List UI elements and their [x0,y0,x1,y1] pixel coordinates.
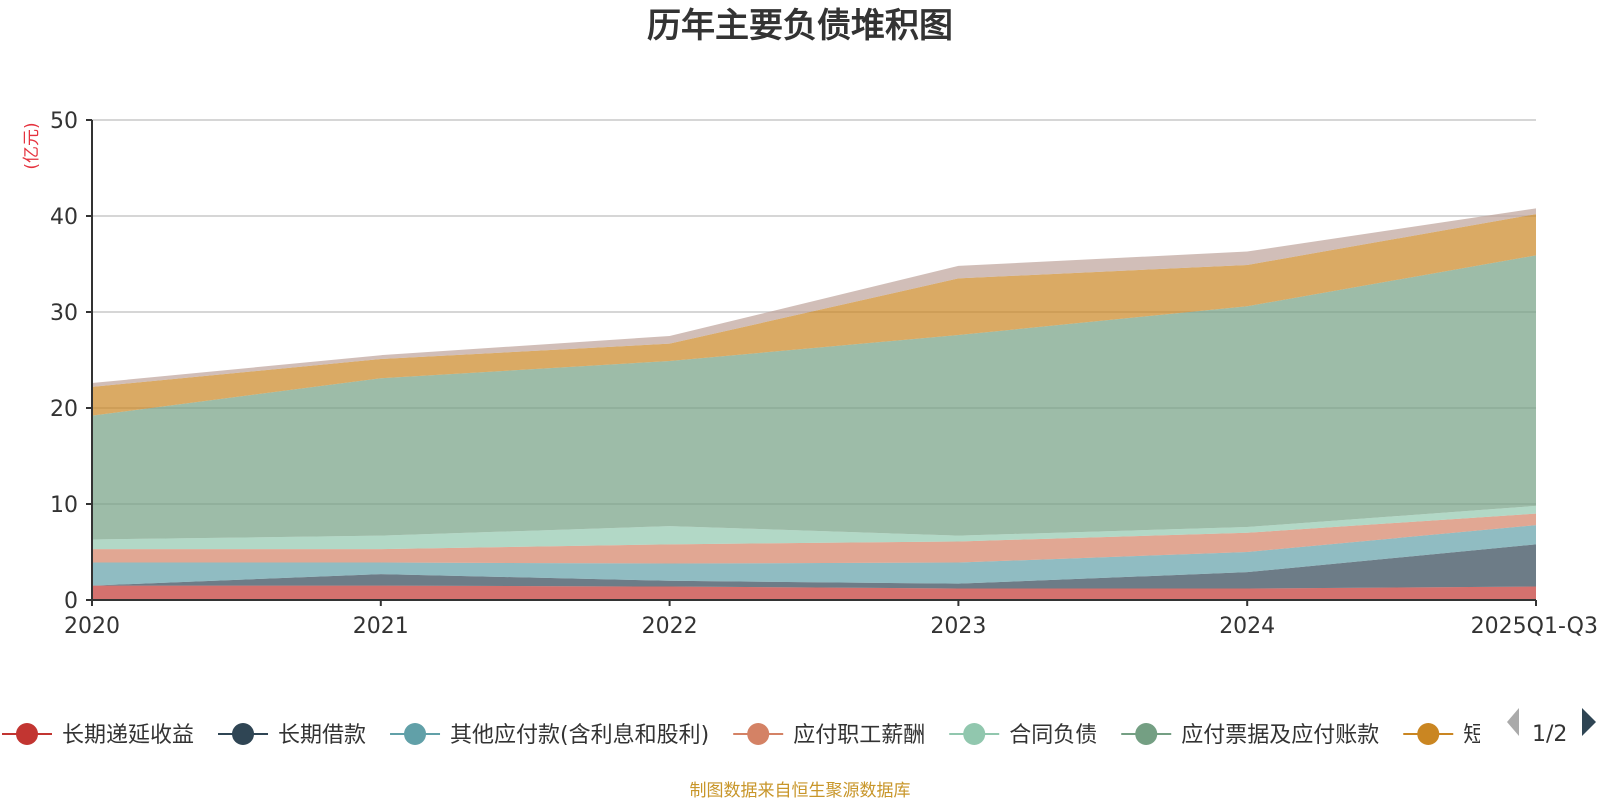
axes [86,119,1537,606]
legend-pager: 1/2 [1507,708,1596,747]
area-series [92,585,1536,600]
y-axis-unit-label: (亿元) [22,122,42,169]
legend-label: 短期借款 [1463,723,1551,748]
legend-label: 长期递延收益 [62,723,194,748]
legend-item[interactable]: 合同负债 [949,723,1097,748]
x-tick-label: 2021 [353,614,409,639]
legend-circle-marker [404,723,427,745]
x-tick-labels: 2020 2021 2022 2023 2024 2025Q1-Q3 [64,614,1598,639]
legend-label: 长期借款 [278,723,366,748]
y-tick-label: 50 [50,109,78,134]
y-tick-label: 40 [50,205,78,230]
x-tick-label: 2023 [930,614,986,639]
legend-prev-page-icon[interactable] [1507,708,1519,736]
area-series [92,214,1536,416]
area-series [92,513,1536,564]
legend-circle-marker [1417,723,1440,745]
data-source-note: 制图数据来自恒生聚源数据库 [690,781,911,800]
x-tick-label: 2020 [64,614,120,639]
legend-item[interactable]: 长期借款 [218,723,366,748]
legend-label: 合同负债 [1009,723,1097,748]
chart-title: 历年主要负债堆积图 [647,6,953,46]
area-series [92,505,1536,550]
x-tick-label: 2022 [642,614,698,639]
legend-label: 应付职工薪酬 [793,723,925,748]
legend-circle-marker [1135,723,1158,745]
legend-item[interactable]: 长期递延收益 [2,723,194,748]
x-tick-label: 2025Q1-Q3 [1471,614,1598,639]
legend-circle-marker [232,723,255,745]
y-tick-labels: 0 10 20 30 40 50 [50,109,78,614]
legend-item[interactable]: 应付票据及应付账款 [1121,723,1379,748]
legend-circle-marker [16,723,38,745]
area-series-group [92,208,1536,600]
legend: 长期递延收益 长期借款 其他应付款(含利息和股利) 应付职工薪酬 合同负债 应付票据及应付… [2,723,1551,748]
y-tick-label: 10 [50,493,78,518]
y-tick-label: 0 [64,589,78,614]
legend-label: 其他应付款(含利息和股利) [450,723,709,748]
area-series [92,255,1536,540]
area-series [92,544,1536,589]
y-tick-label: 20 [50,397,78,422]
legend-page-indicator: 1/2 [1532,722,1567,747]
legend-item[interactable]: 短期借款 [1403,723,1551,748]
legend-circle-marker [963,723,986,745]
legend-item[interactable]: 应付职工薪酬 [733,723,925,748]
legend-circle-marker [747,723,770,745]
x-tick-label: 2024 [1219,614,1275,639]
y-tick-label: 30 [50,301,78,326]
area-series [92,525,1536,586]
legend-next-page-icon[interactable] [1582,708,1596,736]
legend-label: 应付票据及应付账款 [1181,723,1379,748]
legend-item[interactable]: 其他应付款(含利息和股利) [390,723,709,748]
